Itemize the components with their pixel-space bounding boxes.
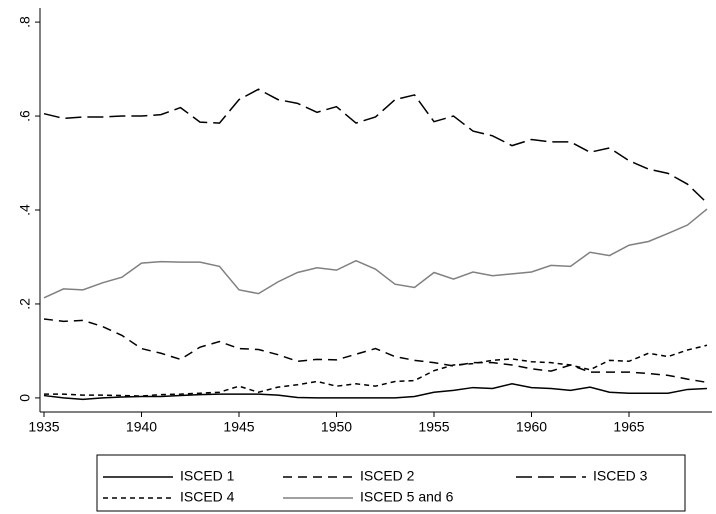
legend-label: ISCED 5 and 6: [360, 489, 454, 505]
legend-label: ISCED 4: [180, 489, 235, 505]
y-tick-label: .8: [17, 16, 33, 28]
y-tick-label: .2: [17, 298, 33, 310]
legend-box: [96, 454, 686, 512]
y-tick-label: 0: [17, 394, 33, 402]
x-tick-label: 1945: [223, 419, 254, 435]
series-line: [43, 208, 708, 299]
x-tick-label: 1965: [613, 419, 644, 435]
series-line: [43, 383, 708, 401]
series-line: [43, 318, 708, 384]
legend-label: ISCED 2: [360, 468, 415, 484]
series-line: [44, 344, 708, 397]
y-tick-label: .6: [17, 110, 33, 122]
x-tick-label: 1935: [28, 419, 59, 435]
series-line: [43, 88, 708, 204]
x-tick-label: 1960: [516, 419, 547, 435]
legend-label: ISCED 1: [180, 468, 235, 484]
x-tick-label: 1940: [126, 419, 157, 435]
y-tick-label: .4: [17, 204, 33, 216]
x-tick-label: 1950: [321, 419, 352, 435]
legend-label: ISCED 3: [593, 468, 648, 484]
x-tick-label: 1955: [418, 419, 449, 435]
